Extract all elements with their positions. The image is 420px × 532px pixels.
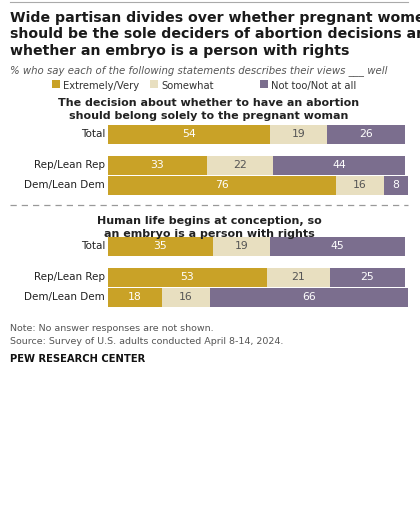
Text: Rep/Lean Rep: Rep/Lean Rep — [34, 160, 105, 170]
Text: 66: 66 — [302, 292, 316, 302]
Bar — [260, 80, 268, 88]
Text: 45: 45 — [331, 241, 344, 251]
Text: 76: 76 — [215, 180, 229, 190]
Bar — [108, 268, 267, 287]
Text: 54: 54 — [182, 129, 196, 139]
Text: 33: 33 — [151, 160, 164, 170]
Text: an embryo is a person with rights: an embryo is a person with rights — [104, 229, 315, 239]
Text: Total: Total — [81, 129, 105, 139]
Text: Somewhat: Somewhat — [161, 81, 213, 91]
Bar — [210, 287, 408, 306]
Bar — [267, 268, 330, 287]
Text: Dem/Lean Dem: Dem/Lean Dem — [24, 180, 105, 190]
Text: Rep/Lean Rep: Rep/Lean Rep — [34, 272, 105, 282]
Bar — [384, 176, 408, 195]
Bar — [108, 176, 336, 195]
Text: PEW RESEARCH CENTER: PEW RESEARCH CENTER — [10, 354, 145, 364]
Text: Source: Survey of U.S. adults conducted April 8-14, 2024.: Source: Survey of U.S. adults conducted … — [10, 337, 284, 346]
Text: The decision about whether to have an abortion: The decision about whether to have an ab… — [58, 98, 360, 108]
Bar — [327, 124, 405, 144]
Bar — [108, 237, 213, 255]
Text: Dem/Lean Dem: Dem/Lean Dem — [24, 292, 105, 302]
Bar — [330, 268, 405, 287]
Text: Wide partisan divides over whether pregnant women: Wide partisan divides over whether pregn… — [10, 11, 420, 25]
Text: 35: 35 — [154, 241, 168, 251]
Text: 18: 18 — [128, 292, 142, 302]
Text: 19: 19 — [291, 129, 305, 139]
Bar — [336, 176, 384, 195]
Bar — [213, 237, 270, 255]
Text: 8: 8 — [393, 180, 399, 190]
Text: whether an embryo is a person with rights: whether an embryo is a person with right… — [10, 44, 349, 58]
Bar — [273, 155, 405, 174]
Bar — [108, 287, 162, 306]
Text: Total: Total — [81, 241, 105, 251]
Text: Not too/Not at all: Not too/Not at all — [271, 81, 356, 91]
Bar — [108, 155, 207, 174]
Bar — [270, 237, 405, 255]
Text: 16: 16 — [353, 180, 367, 190]
Text: Extremely/Very: Extremely/Very — [63, 81, 139, 91]
Bar — [162, 287, 210, 306]
Bar — [207, 155, 273, 174]
Text: Note: No answer responses are not shown.: Note: No answer responses are not shown. — [10, 324, 214, 333]
Text: 22: 22 — [233, 160, 247, 170]
Bar — [150, 80, 158, 88]
Text: 25: 25 — [361, 272, 374, 282]
Text: 26: 26 — [359, 129, 373, 139]
Bar — [270, 124, 327, 144]
Text: 44: 44 — [332, 160, 346, 170]
Bar — [108, 124, 270, 144]
Bar — [52, 80, 60, 88]
Text: should belong solely to the pregnant woman: should belong solely to the pregnant wom… — [69, 111, 349, 121]
Text: 53: 53 — [181, 272, 194, 282]
Text: 19: 19 — [235, 241, 248, 251]
Text: 21: 21 — [291, 272, 305, 282]
Text: Human life begins at conception, so: Human life begins at conception, so — [97, 216, 321, 226]
Text: 16: 16 — [179, 292, 193, 302]
Text: % who say each of the following statements describes their views ___ well: % who say each of the following statemen… — [10, 65, 388, 76]
Text: should be the sole deciders of abortion decisions and: should be the sole deciders of abortion … — [10, 28, 420, 41]
